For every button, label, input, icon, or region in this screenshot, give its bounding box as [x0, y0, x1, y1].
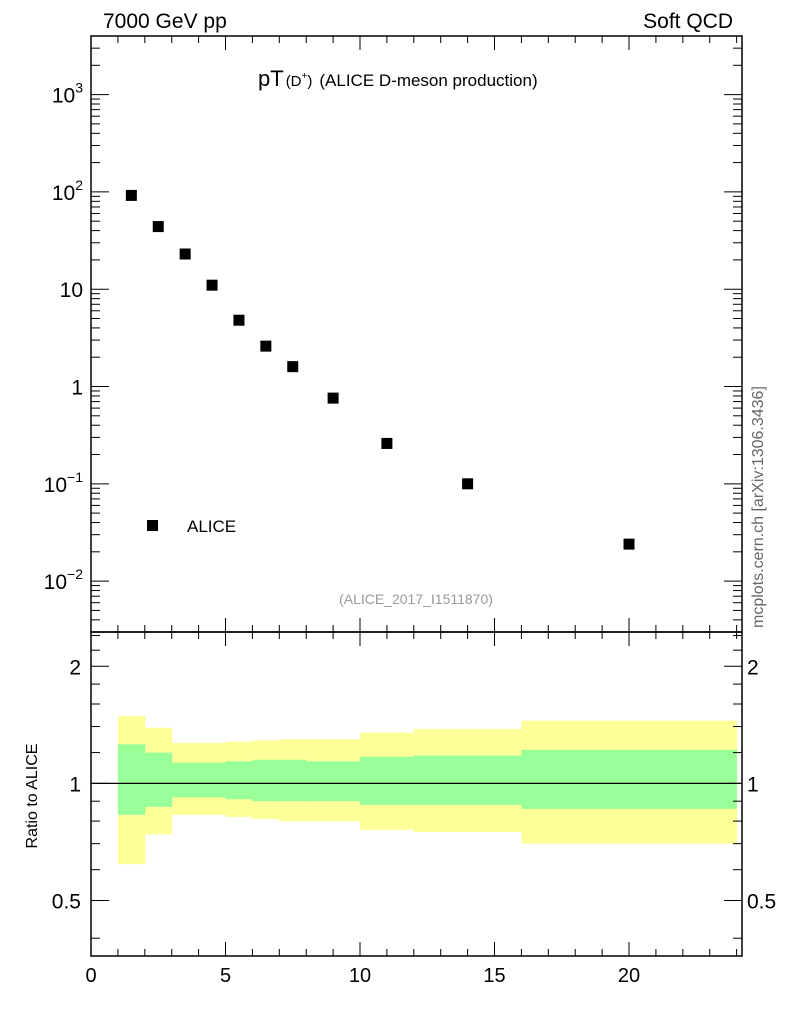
data-point-alice	[206, 279, 218, 291]
data-point-alice	[152, 221, 164, 233]
data-point-alice	[287, 361, 299, 373]
legend-label: ALICE	[187, 517, 236, 536]
plot-title: pT (D+) (ALICE D-meson production)	[258, 66, 538, 91]
y-tick-exp: 2	[75, 177, 83, 193]
band-stat-bin	[144, 752, 173, 807]
y-tick-label: 102	[52, 177, 83, 205]
band-stat-bin	[198, 762, 227, 798]
legend-marker	[147, 520, 158, 531]
main-frame	[90, 35, 743, 633]
y-tick-base: 10	[52, 85, 75, 108]
side-label: mcplots.cern.ch [arXiv:1306.3436]	[750, 386, 767, 628]
title-sub: (D	[286, 73, 302, 90]
band-stat-bin	[279, 759, 307, 802]
x-tick-label: 0	[85, 965, 96, 987]
x-tick-label: 5	[220, 965, 231, 987]
y-tick-exp: −2	[67, 566, 83, 582]
y-tick-base: 10	[44, 474, 67, 497]
title-sup: +	[302, 71, 308, 82]
data-point-alice	[179, 248, 191, 260]
ratio-y-tick-label-right: 2	[747, 656, 759, 679]
ratio-y-tick-label-left: 0.5	[52, 890, 81, 913]
title-main: pT	[258, 66, 284, 91]
ratio-y-tick-label-left: 1	[69, 773, 81, 796]
data-point-alice	[381, 437, 393, 449]
y-tick-label: 1	[71, 377, 83, 400]
ratio-frame	[90, 631, 743, 957]
ratio-y-tick-label-right: 1	[747, 773, 759, 796]
y-tick-label: 10−2	[44, 566, 84, 594]
band-stat-bin	[413, 755, 522, 805]
band-stat-bin	[306, 761, 361, 802]
band-stat-bin	[171, 762, 200, 798]
band-stat-bin	[252, 759, 280, 802]
band-stat-bin	[117, 744, 146, 815]
x-tick-label: 20	[618, 965, 640, 987]
category-label: Soft QCD	[643, 10, 733, 33]
data-point-alice	[327, 392, 339, 404]
y-tick-exp: 3	[75, 80, 83, 96]
title-rest: (ALICE D-meson production)	[319, 71, 537, 90]
legend: ALICE	[147, 517, 236, 536]
y-tick-label: 10	[60, 279, 83, 302]
y-tick-label: 103	[52, 80, 83, 108]
data-point-alice	[462, 478, 474, 490]
energy-label: 7000 GeV pp	[103, 10, 227, 33]
y-tick-exp: −1	[67, 469, 83, 485]
ratio-y-tick-label-right: 0.5	[747, 890, 776, 913]
band-stat-bin	[225, 761, 253, 800]
x-tick-label: 10	[349, 965, 371, 987]
title-sub-end: )	[307, 73, 312, 90]
ratio-ylabel: Ratio to ALICE	[24, 744, 41, 849]
ratio-panel: 0 5 10 15 20 0.5 0.5 1 1 2 2	[52, 618, 776, 987]
data-point-alice	[260, 340, 272, 352]
data-point-alice	[623, 538, 635, 550]
ratio-y-tick-label-left: 2	[69, 656, 81, 679]
band-stat-bin	[360, 756, 415, 805]
data-point-alice	[125, 189, 137, 201]
y-tick-base: 10	[52, 182, 75, 205]
y-tick-base: 10	[44, 571, 67, 594]
y-tick-label: 10−1	[44, 469, 84, 497]
analysis-id: (ALICE_2017_I1511870)	[339, 591, 493, 607]
band-stat-bin	[521, 749, 738, 809]
data-point-alice	[233, 314, 245, 326]
x-tick-label: 15	[483, 965, 505, 987]
